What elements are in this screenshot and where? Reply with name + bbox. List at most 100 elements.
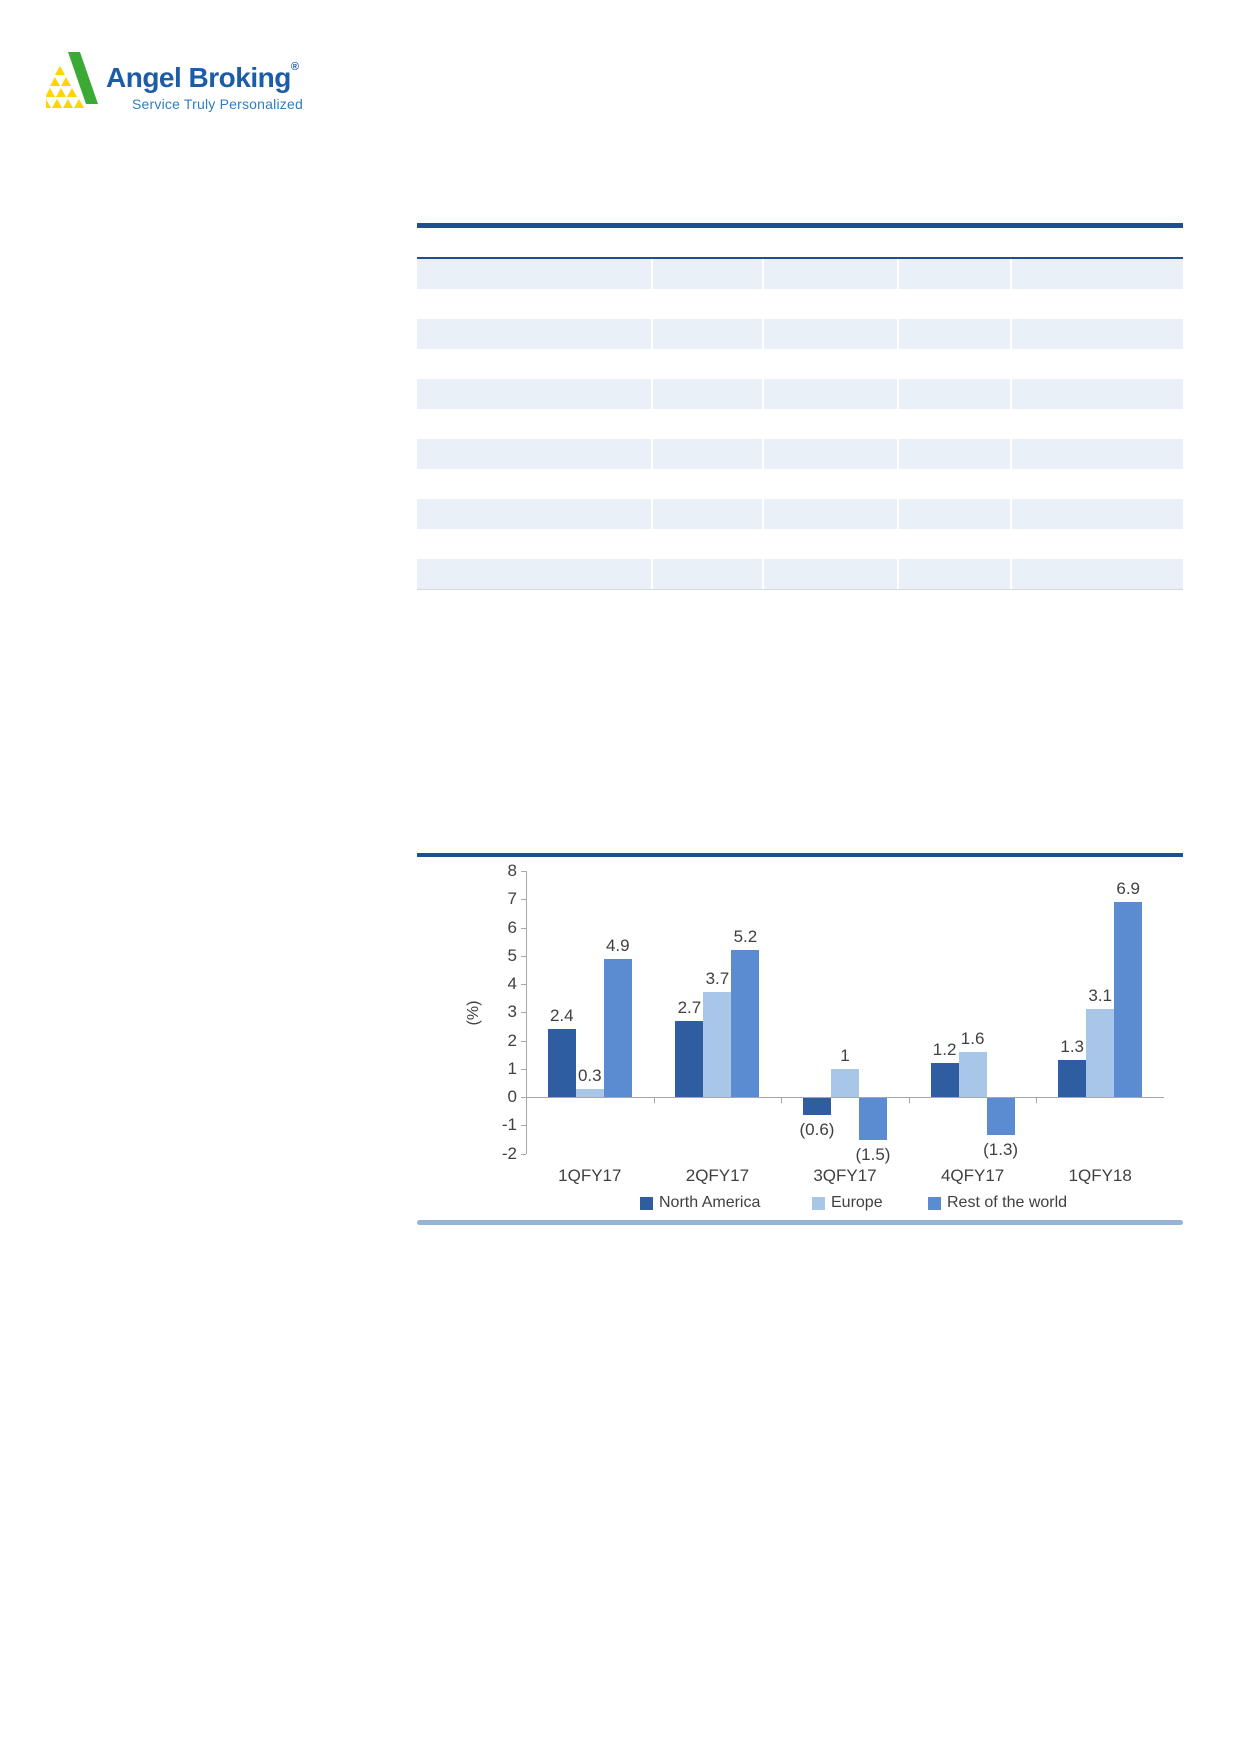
bar-value-label: (1.3) (983, 1139, 1019, 1159)
x-axis-line (526, 1097, 1164, 1098)
table-row (417, 379, 1183, 409)
data-table (417, 223, 1183, 590)
x-tick-mark (908, 1098, 910, 1103)
legend-item-north-america: North America (640, 1194, 760, 1212)
bar-value-label: 1 (840, 1045, 850, 1065)
logo-text: Angel Broking® Service Truly Personalize… (106, 52, 303, 113)
legend-swatch-icon (928, 1196, 941, 1210)
y-tick-mark (521, 1068, 526, 1070)
y-tick-label: 2 (507, 1030, 517, 1050)
bar-value-label: (0.6) (799, 1119, 835, 1139)
y-tick-mark (521, 1125, 526, 1127)
bar-value-label: 2.4 (549, 1006, 574, 1026)
bar-europe-1qfy18 (1086, 1009, 1115, 1097)
table-column-divider (1010, 259, 1012, 589)
y-tick-mark (521, 1040, 526, 1042)
legend-item-rest-of-the-world: Rest of the world (928, 1194, 1067, 1212)
bar-rest-of-the-world-1qfy18 (1114, 902, 1143, 1097)
table-header-row (417, 228, 1183, 257)
regional-growth-bar-chart: (%) 8 7 6 5 4 3 2 1 0 -1 -2 2.4 0.3 4.9 1QFY17 2.7 3.7 5.… (417, 853, 1183, 1233)
angel-broking-logo: Angel Broking® Service Truly Personalize… (46, 52, 303, 118)
x-axis-category-label: 2QFY17 (685, 1166, 750, 1185)
bar-value-label: 6.9 (1116, 879, 1140, 899)
table-row (417, 529, 1183, 559)
table-row (417, 409, 1183, 439)
table-row (417, 289, 1183, 319)
legend-label: North America (659, 1194, 761, 1211)
y-tick-mark (521, 871, 526, 872)
y-tick-mark (521, 927, 526, 929)
y-tick-mark (521, 984, 526, 985)
registered-mark: ® (290, 61, 299, 73)
chart-bottom-rule (417, 1220, 1183, 1225)
table-top-rule (417, 223, 1183, 228)
y-tick-label: 6 (507, 917, 517, 937)
brand-name: Angel Broking® (106, 61, 299, 93)
legend-swatch-icon (640, 1196, 653, 1210)
bar-value-label: 1.6 (960, 1028, 985, 1048)
x-tick-mark (781, 1098, 783, 1103)
y-tick-mark (521, 955, 526, 957)
table-column-divider (651, 259, 653, 589)
bar-value-label: 1.2 (932, 1040, 957, 1060)
y-axis-line (526, 871, 527, 1154)
x-tick-mark (1036, 1098, 1038, 1103)
bar-rest-of-the-world-2qfy17 (731, 950, 760, 1097)
y-tick-mark (521, 1097, 526, 1098)
y-tick-label: 5 (507, 945, 517, 965)
y-tick-label: 3 (507, 1002, 517, 1022)
y-tick-label: -2 (501, 1143, 517, 1163)
table-row (417, 499, 1183, 529)
chart-top-rule (417, 853, 1183, 857)
y-tick-label: 7 (507, 889, 517, 909)
table-header-underline (417, 257, 1183, 259)
x-axis-category-label: 4QFY17 (940, 1166, 1005, 1185)
x-axis-category-label: 3QFY17 (813, 1166, 877, 1185)
x-tick-mark (653, 1098, 655, 1103)
bar-north-america-3qfy17 (803, 1098, 831, 1115)
bar-europe-3qfy17 (831, 1068, 859, 1097)
y-tick-label: 1 (507, 1058, 517, 1078)
table-column-divider (762, 259, 764, 589)
y-tick-mark (521, 1153, 526, 1155)
bar-europe-2qfy17 (703, 992, 732, 1097)
bar-value-label: 1.3 (1060, 1037, 1084, 1057)
bar-rest-of-the-world-4qfy17 (986, 1098, 1015, 1135)
bar-europe-1qfy17 (575, 1088, 604, 1097)
bar-north-america-2qfy17 (675, 1020, 704, 1097)
legend-label: Europe (831, 1194, 883, 1211)
table-row (417, 439, 1183, 469)
x-axis-category-label: 1QFY18 (1068, 1166, 1132, 1185)
y-tick-mark (521, 1012, 526, 1014)
table-row (417, 259, 1183, 289)
bar-rest-of-the-world-3qfy17 (859, 1098, 887, 1141)
legend-label: Rest of the world (947, 1194, 1068, 1211)
bar-value-label: 3.7 (705, 969, 730, 989)
bar-value-label: 0.3 (577, 1065, 602, 1085)
bar-value-label: 2.7 (677, 997, 702, 1017)
y-tick-label: -1 (501, 1115, 517, 1135)
bar-value-label: (1.5) (855, 1145, 891, 1165)
bar-north-america-1qfy17 (547, 1029, 576, 1097)
bar-value-label: 3.1 (1088, 986, 1112, 1006)
y-tick-label: 0 (507, 1087, 517, 1106)
bar-north-america-1qfy18 (1058, 1060, 1087, 1097)
table-row (417, 319, 1183, 349)
bar-north-america-4qfy17 (930, 1063, 959, 1097)
y-tick-label: 8 (507, 861, 517, 880)
table-column-divider (897, 259, 899, 589)
legend-item-europe: Europe (812, 1194, 883, 1212)
x-axis-category-label: 1QFY17 (558, 1166, 622, 1185)
table-row (417, 469, 1183, 499)
y-tick-label: 4 (507, 974, 517, 993)
angel-broking-logo-icon (46, 52, 98, 108)
y-tick-mark (521, 899, 526, 901)
bar-rest-of-the-world-1qfy17 (603, 958, 632, 1097)
bar-value-label: 5.2 (733, 927, 758, 947)
bar-value-label: 4.9 (605, 935, 630, 955)
bar-europe-4qfy17 (958, 1051, 987, 1097)
table-row (417, 559, 1183, 589)
legend-swatch-icon (812, 1196, 825, 1210)
brand-tagline: Service Truly Personalized (132, 96, 303, 112)
